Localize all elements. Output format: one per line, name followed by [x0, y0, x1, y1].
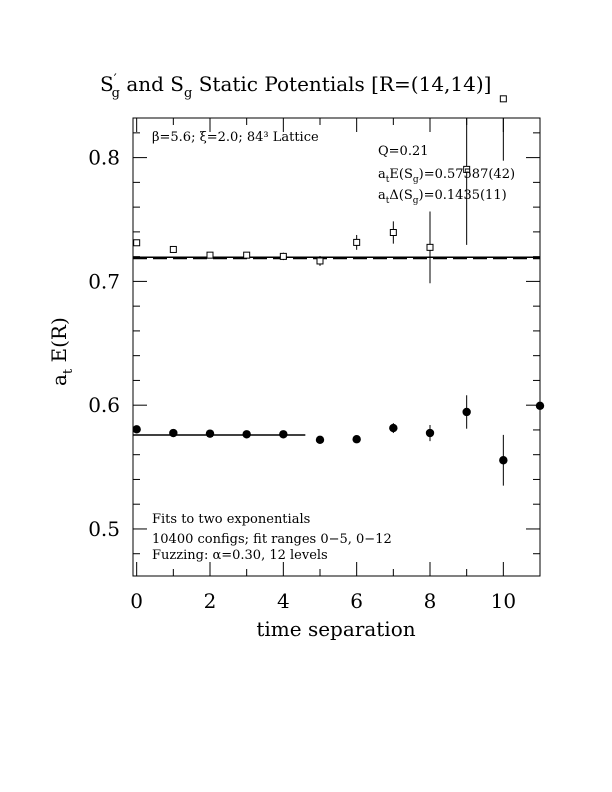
- data-point-square: [353, 238, 361, 246]
- x-tick-label: 4: [277, 589, 290, 613]
- axis-ticks: [133, 118, 541, 576]
- data-point-square: [169, 245, 177, 253]
- data-point-square: [463, 165, 471, 173]
- data-point-circle: [535, 401, 545, 410]
- data-point-circle: [389, 423, 398, 433]
- data-points: [132, 95, 545, 486]
- data-point-square: [389, 229, 397, 236]
- data-point-square: [279, 252, 287, 260]
- data-point-circle: [499, 456, 508, 465]
- q-annotation: Q=0.21: [378, 144, 429, 159]
- y-tick-label: 0.6: [88, 393, 120, 417]
- x-tick-label: 10: [491, 589, 516, 613]
- x-axis-label: time separation: [256, 617, 415, 641]
- x-tick-label: 8: [424, 589, 437, 613]
- data-point-square: [133, 239, 141, 247]
- fit-annotation-line2: 10400 configs; fit ranges 0−5, 0−12: [152, 532, 392, 547]
- lattice-annotation: β=5.6; ξ=2.0; 84³ Lattice: [152, 130, 319, 145]
- data-point-circle: [279, 430, 288, 439]
- data-point-square: [426, 243, 434, 251]
- fit-annotation-line3: Fuzzing: α=0.30, 12 levels: [152, 548, 328, 563]
- data-point-square: [316, 257, 324, 265]
- plot-frame: [132, 117, 541, 577]
- data-point-circle: [169, 428, 178, 438]
- x-tick-label: 2: [204, 589, 217, 613]
- fit-lines: [133, 256, 540, 436]
- y-tick-label: 0.5: [88, 517, 120, 541]
- data-point-circle: [242, 430, 251, 439]
- y-tick-label: 0.8: [88, 146, 120, 170]
- x-tick-label: 6: [350, 589, 363, 613]
- data-point-circle: [352, 435, 361, 444]
- data-point-square: [499, 95, 507, 103]
- data-point-square: [206, 251, 214, 259]
- data-point-circle: [425, 428, 435, 438]
- fit-annotation-line1: Fits to two exponentials: [152, 512, 310, 527]
- delta-annotation: atΔ(Sg)=0.1435(11): [378, 188, 507, 206]
- axis-tick-labels: 0 2 4 6 8 10 0.5 0.6 0.7 0.8: [88, 146, 516, 613]
- energy-annotation: atE(Sg)=0.57587(42): [378, 167, 515, 185]
- data-point-circle: [315, 435, 325, 445]
- data-point-circle: [462, 407, 471, 417]
- x-tick-label: 0: [130, 589, 143, 613]
- data-point-square: [243, 251, 251, 259]
- y-axis-label: at E(R): [47, 317, 76, 386]
- data-point-circle: [132, 425, 141, 434]
- y-tick-label: 0.7: [88, 269, 120, 293]
- chart-title: S′ g and Sg Static Potentials [R=(14,14)]: [100, 72, 491, 101]
- data-point-circle: [205, 429, 215, 438]
